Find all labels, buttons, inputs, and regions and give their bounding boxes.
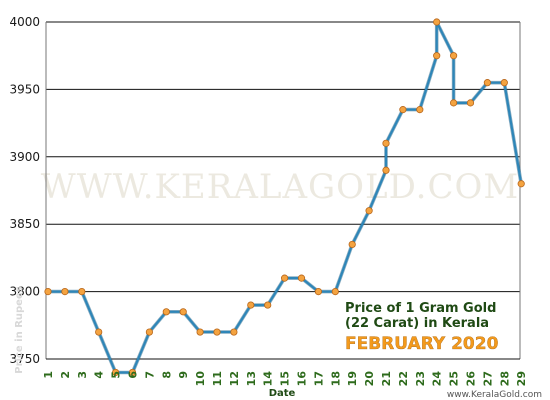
data-point (365, 207, 373, 215)
y-tick-label: 3800 (9, 285, 40, 299)
y-tick-label: 4000 (9, 15, 40, 29)
x-tick-label: 8 (160, 371, 173, 379)
x-tick-label: 19 (346, 371, 359, 386)
data-point (213, 328, 221, 336)
x-tick-label: 18 (329, 371, 342, 386)
x-tick-label: 15 (279, 371, 292, 386)
x-tick-label: 24 (431, 371, 444, 387)
x-tick-label: 4 (93, 371, 106, 379)
y-tick-label: 3950 (9, 82, 40, 96)
data-point (128, 368, 137, 377)
x-tick-label: 5 (110, 371, 123, 379)
x-axis-title: Date (269, 388, 296, 399)
data-point (314, 287, 322, 296)
data-point (95, 328, 103, 336)
x-tick-label: 6 (127, 371, 140, 379)
data-point (230, 328, 238, 336)
data-point (331, 287, 339, 296)
chart-title-line1: Price of 1 Gram Gold (345, 301, 496, 316)
data-point (517, 180, 525, 188)
x-tick-label: 28 (498, 371, 511, 386)
data-point (162, 308, 170, 316)
x-tick-label: 11 (211, 371, 224, 386)
x-tick-label: 29 (515, 371, 528, 386)
x-tick-label: 10 (194, 371, 207, 387)
data-point (297, 274, 306, 282)
x-tick-label: 9 (177, 371, 190, 379)
data-point (179, 308, 187, 316)
data-point (61, 287, 69, 296)
x-tick-label: 21 (380, 371, 393, 386)
x-tick-label: 27 (481, 371, 494, 386)
data-point (382, 139, 390, 147)
chart-subtitle: FEBRUARY 2020 (345, 334, 499, 354)
x-tick-label: 3 (76, 371, 89, 379)
data-point (78, 287, 86, 296)
x-tick-label: 26 (465, 371, 478, 387)
x-tick-label: 16 (296, 371, 309, 387)
y-axis-title: Price in Rupees (14, 286, 25, 373)
x-tick-label: 23 (414, 371, 427, 386)
data-point (416, 106, 424, 114)
x-tick-label: 14 (262, 371, 275, 387)
x-tick-label: 7 (143, 371, 156, 379)
data-point (433, 18, 441, 26)
data-point (112, 368, 120, 377)
data-point (196, 328, 204, 336)
y-tick-label: 3900 (9, 150, 40, 164)
data-point (264, 301, 272, 309)
x-tick-label: 12 (228, 371, 241, 386)
data-point (483, 79, 491, 87)
x-tick-label: 20 (363, 371, 376, 387)
data-point (449, 52, 458, 60)
data-point (247, 301, 255, 309)
data-point (348, 240, 356, 249)
x-tick-label: 2 (59, 371, 72, 379)
data-point (382, 166, 390, 174)
data-point (44, 287, 52, 296)
data-point (280, 274, 289, 282)
data-point (145, 328, 153, 336)
y-tick-label: 3850 (9, 217, 40, 231)
chart-title-line2: (22 Carat) in Kerala (345, 316, 489, 331)
y-tick-label: 3750 (9, 352, 40, 366)
x-tick-label: 22 (397, 371, 410, 386)
data-point (433, 52, 441, 60)
x-tick-label: 17 (312, 371, 325, 386)
data-point (466, 99, 475, 107)
watermark-text: WWW.KERALAGOLD.COM (41, 167, 519, 207)
series-line (48, 20, 523, 374)
data-point (500, 79, 508, 87)
x-tick-label: 25 (448, 371, 461, 386)
credit-text: www.KeralaGold.com (447, 390, 542, 400)
x-tick-label: 1 (42, 371, 55, 379)
x-tick-label: 13 (245, 371, 258, 386)
data-point (449, 99, 458, 107)
data-point (399, 106, 407, 114)
